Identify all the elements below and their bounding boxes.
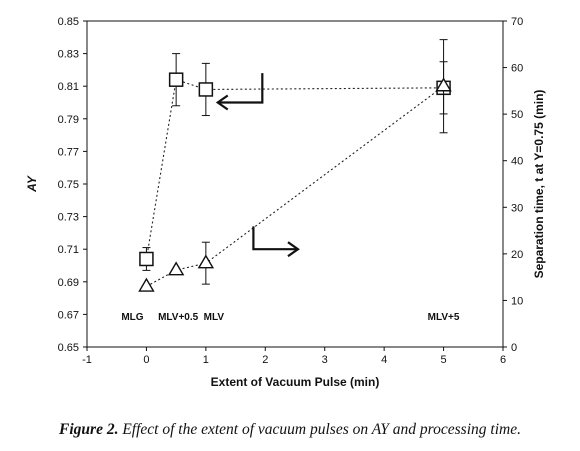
y-left-tick-label: 0.79	[58, 114, 79, 126]
x-tick-label: 5	[441, 354, 447, 366]
y-left-tick-label: 0.75	[58, 179, 79, 191]
y-right-axis-title: Separation time, t at Y=0.75 (min)	[532, 90, 546, 279]
x-tick-label: 1	[203, 354, 209, 366]
x-tick-label: 0	[143, 354, 149, 366]
condition-label: MLV+5	[428, 312, 460, 323]
triangle-marker	[138, 277, 155, 292]
x-axis-title: Extent of Vacuum Pulse (min)	[211, 375, 380, 389]
condition-label: MLG	[121, 312, 143, 323]
y-left-tick-label: 0.71	[58, 244, 79, 256]
square-marker	[139, 251, 154, 267]
right-arrow-shaft	[252, 226, 298, 251]
left-arrow-shaft	[217, 73, 264, 104]
square-marker	[198, 82, 214, 97]
y-right-tick-label: 60	[511, 63, 523, 75]
figure-caption: Figure 2. Effect of the extent of vacuum…	[0, 421, 580, 439]
plot-frame	[86, 20, 504, 348]
y-right-tick-label: 70	[511, 16, 523, 28]
y-right-tick-label: 50	[511, 109, 523, 121]
y-left-axis-title: AY	[25, 175, 39, 193]
y-right-tick-label: 10	[511, 295, 523, 307]
y-left-tick-label: 0.81	[58, 81, 79, 93]
right-arrow-head	[287, 241, 300, 258]
condition-label: MLV	[204, 312, 225, 323]
caption-label: Figure 2.	[59, 421, 119, 438]
y-left-tick-label: 0.83	[58, 49, 79, 61]
caption-text: Effect of the extent of vacuum pulses on…	[122, 421, 521, 438]
y-left-tick-label: 0.85	[58, 16, 79, 28]
y-left-tick-label: 0.69	[58, 277, 79, 289]
y-right-tick-label: 20	[511, 249, 523, 261]
x-tick-label: -1	[82, 354, 92, 366]
left-arrow-head	[215, 94, 229, 111]
x-tick-label: 2	[262, 354, 268, 366]
triangle-marker	[435, 77, 452, 92]
y-right-tick-label: 0	[511, 342, 517, 354]
y-left-tick-label: 0.73	[58, 212, 79, 224]
series-triangle-line	[146, 85, 444, 287]
y-left-tick-label: 0.65	[58, 342, 79, 354]
square-marker	[168, 72, 184, 87]
y-left-tick-label: 0.67	[58, 309, 79, 321]
triangle-marker	[167, 261, 185, 276]
x-tick-label: 4	[381, 354, 387, 366]
y-right-tick-label: 30	[511, 202, 523, 214]
x-tick-label: 3	[322, 354, 328, 366]
triangle-marker	[197, 254, 215, 269]
y-right-tick-label: 40	[511, 156, 523, 168]
y-left-tick-label: 0.77	[58, 146, 79, 158]
x-tick-label: 6	[500, 354, 506, 366]
condition-label: MLV+0.5	[158, 312, 199, 323]
series-square-line	[145, 78, 444, 260]
